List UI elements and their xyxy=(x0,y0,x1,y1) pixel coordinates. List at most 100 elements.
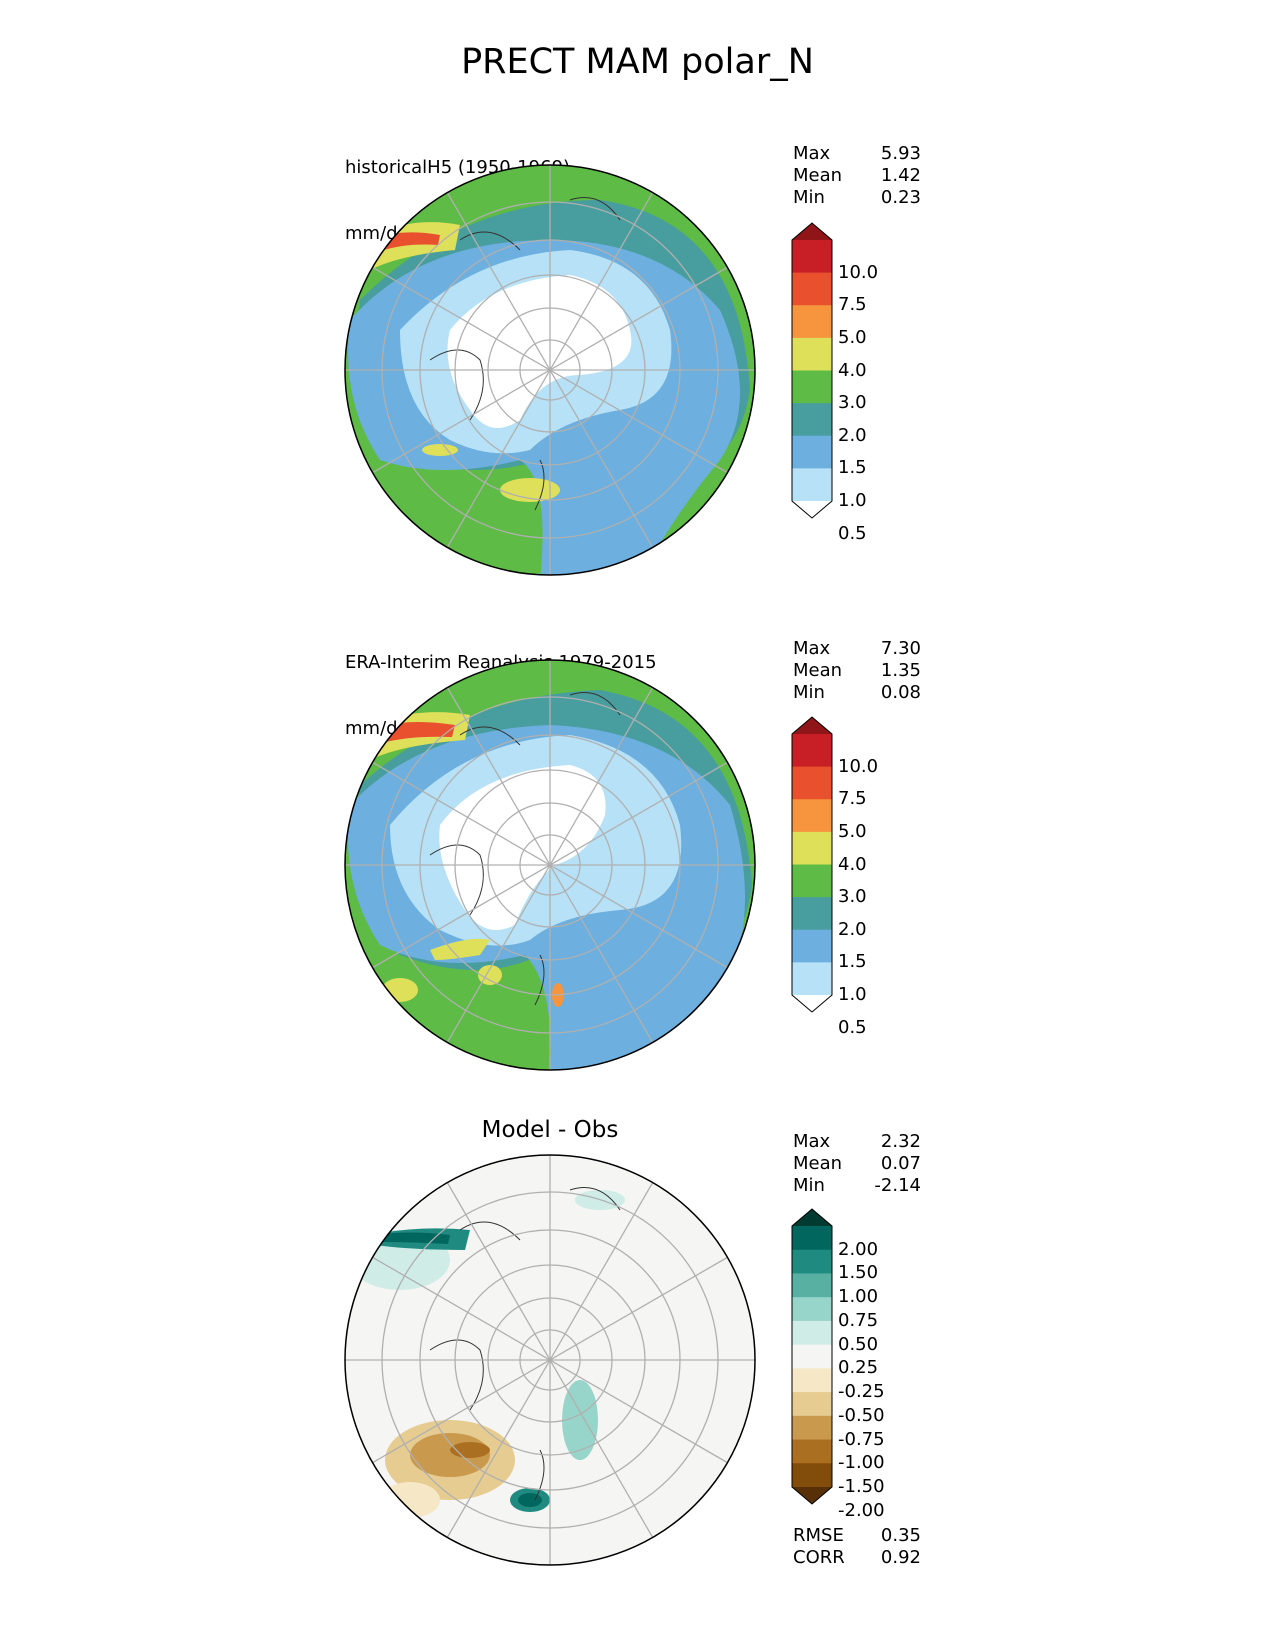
panel2-colorbar-tick-label: 2.0 xyxy=(838,918,867,940)
panel1-colorbar-outline xyxy=(791,222,833,519)
panel2-colorbar-tick-label: 1.0 xyxy=(838,984,867,1005)
panel1-colorbar-swatch xyxy=(792,370,832,404)
panel1-colorbar-swatch xyxy=(792,403,832,437)
panel1-colorbar-swatch xyxy=(792,337,832,371)
panel2-colorbar-swatch xyxy=(792,962,832,996)
panel3-corr-value: 0.92 xyxy=(880,1547,921,1568)
panel3-colorbar-swatch xyxy=(792,1249,832,1274)
panel3-colorbar-tick-label: -0.50 xyxy=(838,1404,885,1426)
panel3-colorbar-swatch xyxy=(792,1226,832,1251)
panel3-colorbar-tick-label: -1.00 xyxy=(838,1452,885,1474)
panel3-colorbar-swatch xyxy=(792,1320,832,1346)
panel2-colorbar-swatch xyxy=(792,864,832,898)
panel3-graticule xyxy=(345,1155,755,1565)
panel1-stat-min-label: Min xyxy=(793,187,825,208)
panel1-polar-map xyxy=(344,164,756,576)
panel2-colorbar-swatch xyxy=(792,734,832,768)
panel2-colorbar-tick-label: 3.0 xyxy=(838,886,867,908)
panel1-colorbar-tick-label: 4.0 xyxy=(838,359,867,381)
panel2-colorbar-extend-top xyxy=(792,717,832,734)
panel1-map-boundary xyxy=(344,164,756,576)
panel1-colorbar-extend-top xyxy=(792,223,832,240)
figure-title: PRECT MAM polar_N xyxy=(461,42,814,82)
panel2-colorbar-tick-label: 10.0 xyxy=(838,755,879,777)
panel3-colorbar-tick-label: 1.50 xyxy=(838,1262,879,1284)
panel2-stat-mean-value: 1.35 xyxy=(880,660,921,681)
panel3-colorbar-tick-label: 0.50 xyxy=(838,1333,879,1355)
panel2-colorbar-tick-label: 7.5 xyxy=(838,788,867,810)
panel3-stat-min-label: Min xyxy=(793,1175,825,1196)
panel3-stats: Max 2.32 Mean 0.07 Min -2.14 xyxy=(793,1131,921,1197)
panel3-polar-map xyxy=(344,1154,756,1566)
panel1-stat-max-value: 5.93 xyxy=(880,143,921,164)
panel1-field-spot-yellow xyxy=(500,478,560,502)
panel1-colorbar-swatch xyxy=(792,272,832,306)
panel3-title: Model - Obs xyxy=(481,1117,619,1143)
panel3-colorbar-swatch xyxy=(792,1392,832,1417)
panel3-stat-max-label: Max xyxy=(793,1131,831,1152)
panel3-colorbar-tick-label: -0.75 xyxy=(838,1428,885,1450)
panel3-rmse-value: 0.35 xyxy=(880,1525,921,1546)
panel2-colorbar-swatch xyxy=(792,929,832,963)
panel1-colorbar-swatch xyxy=(792,468,832,502)
panel2-polar-map xyxy=(344,659,756,1071)
panel2-field-band-yellow2 xyxy=(430,938,490,960)
panel3-colorbar-outline xyxy=(791,1208,833,1505)
panel2-stat-mean-label: Mean xyxy=(793,660,843,681)
panel3-colorbar-swatch xyxy=(792,1439,832,1464)
panel3-colorbar-swatch xyxy=(792,1273,832,1298)
panel3-stat-min-value: -2.14 xyxy=(874,1175,921,1196)
panel2-colorbar-tick-label: 1.5 xyxy=(838,951,867,973)
panel3-metrics: RMSE 0.35 CORR 0.92 xyxy=(793,1525,921,1569)
panel1-coastline xyxy=(429,197,621,511)
panel2-colorbar xyxy=(791,716,833,1013)
panel2-colorbar-swatch xyxy=(792,831,832,865)
panel3-map-boundary xyxy=(344,1154,756,1566)
panel1-colorbar-tick-label: 7.5 xyxy=(838,294,867,316)
panel1-colorbar-tick-label: 1.0 xyxy=(838,490,867,511)
panel2-graticule xyxy=(345,660,755,1070)
panel2-colorbar-tick-label: 0.5 xyxy=(838,1016,867,1038)
panel3-field-patch-dark-teal-south xyxy=(518,1493,542,1507)
panel1-colorbar-swatch xyxy=(792,305,832,339)
panel2-colorbar-swatch xyxy=(792,897,832,931)
panel2-stat-min-label: Min xyxy=(793,682,825,703)
panel3-colorbar-tick-label: -0.25 xyxy=(838,1381,885,1403)
panel3-colorbar-swatch xyxy=(792,1297,832,1322)
panel1-stat-min-value: 0.23 xyxy=(880,187,921,208)
panel2-map-boundary xyxy=(344,659,756,1071)
panel3-colorbar-tick-label: 1.00 xyxy=(838,1286,879,1308)
panel1-colorbar-tick-label: 1.5 xyxy=(838,457,867,479)
panel3-colorbar-extend-top xyxy=(792,1209,832,1226)
panel3-colorbar-tick-label: 2.00 xyxy=(838,1238,879,1260)
panel2-colorbar-outline xyxy=(791,716,833,1013)
panel3-colorbar-swatch xyxy=(792,1368,832,1393)
panel2-stat-max-label: Max xyxy=(793,638,831,659)
panel1-colorbar-swatch xyxy=(792,240,832,274)
panel2-colorbar-swatch xyxy=(792,799,832,833)
panel2-colorbar-tick-label: 4.0 xyxy=(838,853,867,875)
panel1-colorbar-swatch xyxy=(792,435,832,469)
panel1-colorbar-tick-label: 0.5 xyxy=(838,522,867,544)
panel3-colorbar-tick-label: -2.00 xyxy=(838,1499,885,1521)
panel1-stat-mean-label: Mean xyxy=(793,165,843,186)
panel3-field-patch-light-teal-east xyxy=(562,1380,598,1460)
panel3-colorbar-swatch xyxy=(792,1344,832,1369)
panel3-colorbar-swatch xyxy=(792,1463,832,1488)
panel3-corr-label: CORR xyxy=(793,1547,845,1568)
panel2-stats: Max 7.30 Mean 1.35 Min 0.08 xyxy=(793,638,921,704)
panel1-colorbar-tick-label: 3.0 xyxy=(838,392,867,414)
panel1-colorbar xyxy=(791,222,833,519)
panel1-colorbar-tick-label: 5.0 xyxy=(838,326,867,348)
panel2-colorbar-extend-bottom xyxy=(792,995,832,1012)
panel2-coastline xyxy=(429,692,621,1006)
panel3-colorbar-swatch xyxy=(792,1415,832,1441)
panel1-colorbar-extend-bottom xyxy=(792,501,832,518)
panel1-stat-mean-value: 1.42 xyxy=(880,165,921,186)
panel1-colorbar-tick-label: 10.0 xyxy=(838,261,879,283)
panel1-graticule xyxy=(345,165,755,575)
panel3-colorbar xyxy=(791,1208,833,1505)
panel2-colorbar-tick-label: 5.0 xyxy=(838,820,867,842)
panel3-colorbar-extend-bottom xyxy=(792,1487,832,1504)
panel3-stat-max-value: 2.32 xyxy=(880,1131,921,1152)
